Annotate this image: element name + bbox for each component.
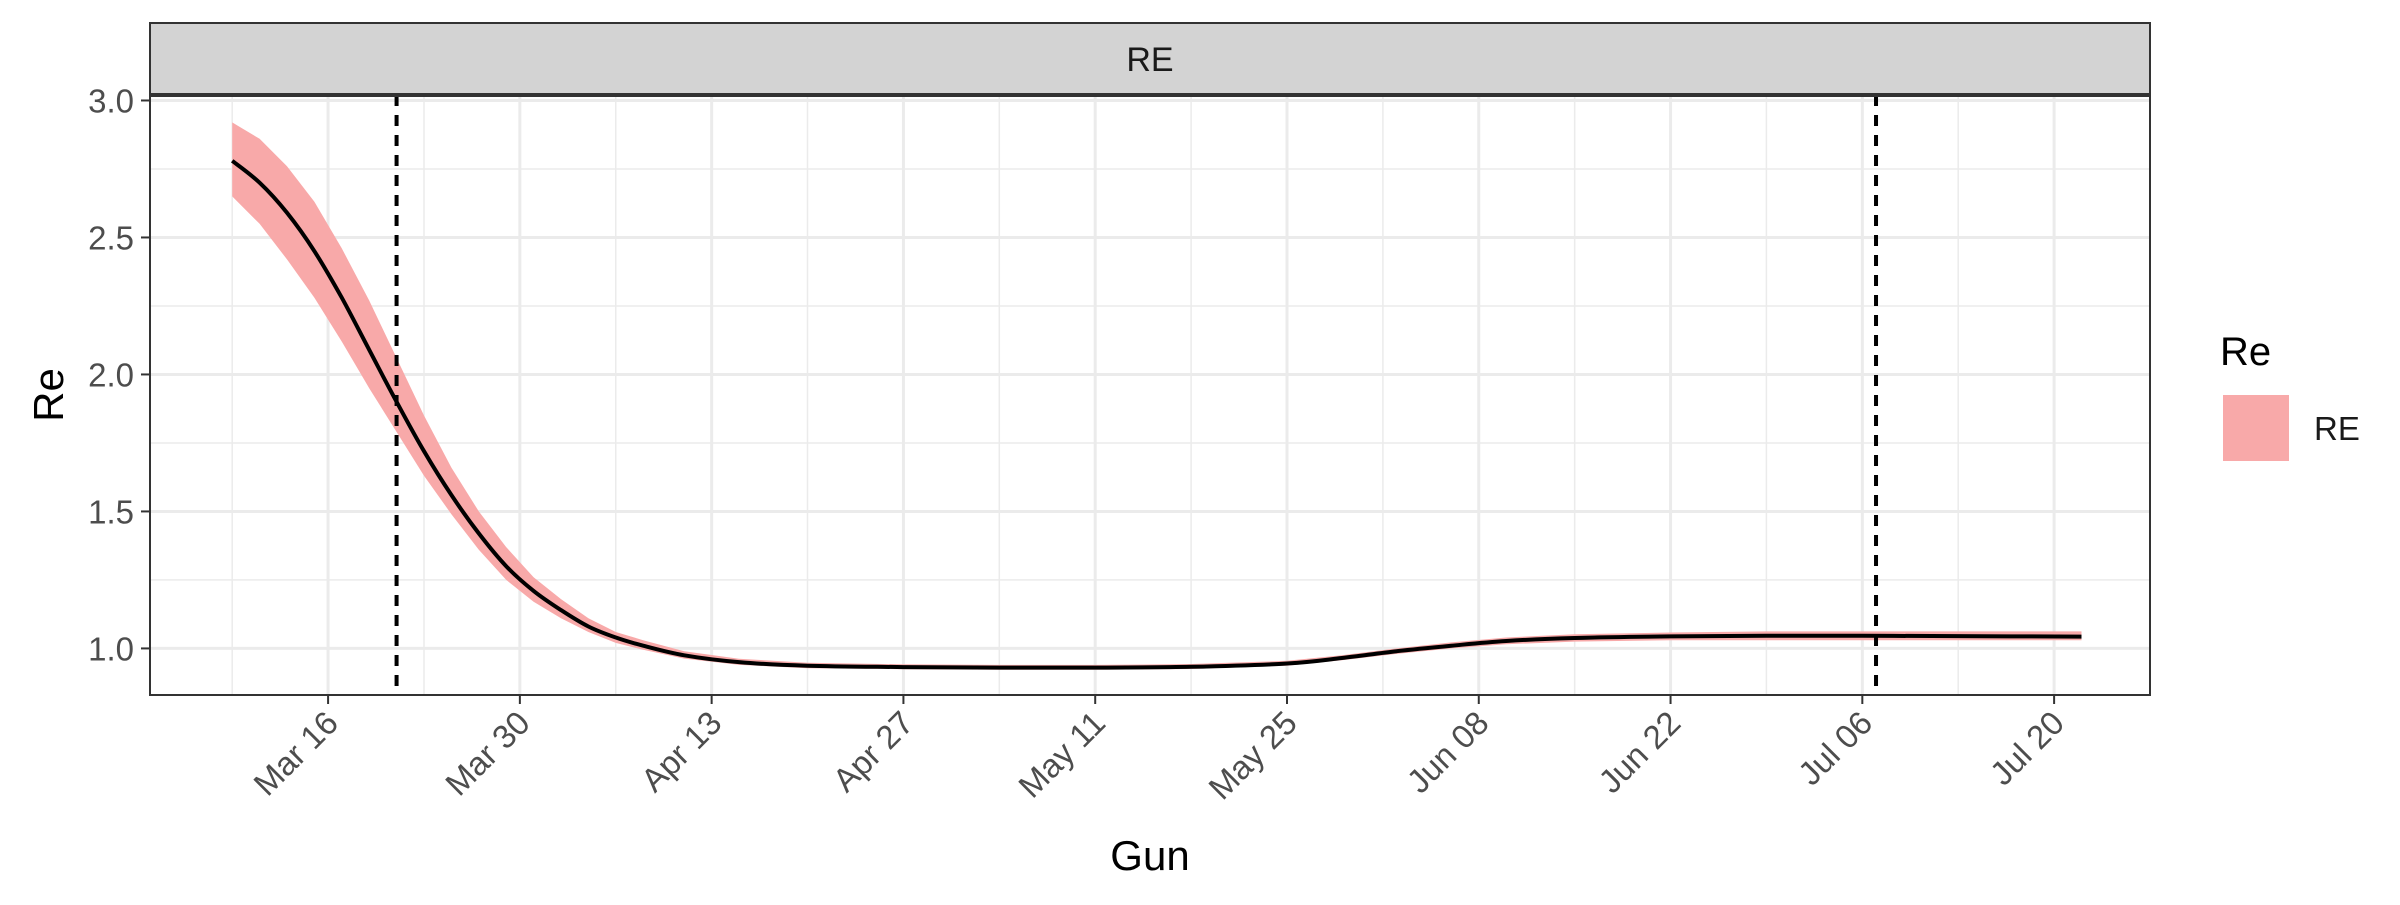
y-tick-label: 1.0	[88, 630, 134, 667]
x-axis-title: Gun	[1110, 832, 1189, 879]
y-axis-title: Re	[25, 368, 72, 422]
panel-background	[150, 95, 2150, 695]
facet-strip-box	[149, 22, 2151, 96]
vline-layer	[394, 95, 1879, 695]
y-tick-label: 2.0	[88, 356, 134, 393]
y-tick-label: 1.5	[88, 493, 134, 530]
legend-key-RE	[2223, 395, 2289, 461]
y-tick-label: 2.5	[88, 219, 134, 256]
legend: Re RE	[2220, 330, 2360, 461]
legend-title: Re	[2220, 330, 2271, 374]
facet-strip: RE	[149, 22, 2151, 97]
grid-layer	[150, 95, 2150, 695]
legend-label-RE: RE	[2314, 410, 2360, 447]
y-tick-label: 3.0	[88, 82, 134, 119]
facet-strip-label: RE	[1126, 41, 1173, 79]
